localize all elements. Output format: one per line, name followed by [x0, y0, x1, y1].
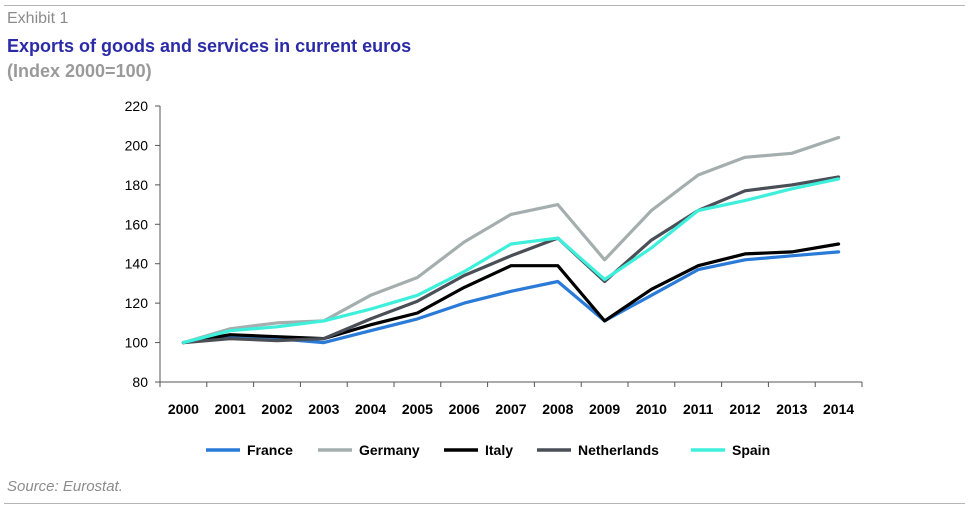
- x-tick-label: 2013: [776, 401, 807, 417]
- x-tick-label: 2004: [355, 401, 386, 417]
- x-tick-label: 2003: [308, 401, 339, 417]
- x-tick-label: 2006: [449, 401, 480, 417]
- y-tick-label: 100: [125, 335, 149, 351]
- x-tick-label: 2007: [495, 401, 526, 417]
- x-tick-label: 2009: [589, 401, 620, 417]
- series-line-netherlands: [181, 175, 841, 345]
- x-tick-label: 2011: [683, 401, 714, 417]
- legend-label-france: France: [247, 442, 293, 458]
- x-tick-label: 2008: [542, 401, 573, 417]
- x-tick-label: 2012: [729, 401, 760, 417]
- chart-legend: France Germany Italy Netherlands Spain: [206, 442, 770, 458]
- y-tick-label: 120: [125, 295, 149, 311]
- chart-series: [181, 135, 841, 345]
- series-line-italy: [181, 242, 841, 345]
- x-tick-label: 2010: [636, 401, 667, 417]
- y-tick-label: 180: [125, 177, 149, 193]
- legend-label-germany: Germany: [359, 442, 420, 458]
- chart-axes: 80 100 120 140 160 180 200 220 2000 2001 2002 2003 2…: [125, 98, 863, 417]
- legend-label-italy: Italy: [485, 442, 513, 458]
- x-tick-label: 2000: [168, 401, 199, 417]
- x-tick-label: 2005: [402, 401, 433, 417]
- y-tick-label: 160: [125, 216, 149, 232]
- legend-label-spain: Spain: [732, 442, 770, 458]
- series-line-spain: [181, 177, 841, 345]
- y-tick-label: 200: [125, 137, 149, 153]
- chart-subtitle: (Index 2000=100): [7, 61, 152, 81]
- y-tick-label: 220: [125, 98, 149, 114]
- top-rule: [4, 5, 965, 6]
- chart-title: Exports of goods and services in current…: [7, 36, 412, 56]
- x-tick-label: 2002: [261, 401, 292, 417]
- exhibit-label: Exhibit 1: [7, 10, 69, 27]
- legend-label-netherlands: Netherlands: [578, 442, 659, 458]
- source-note: Source: Eurostat.: [7, 478, 123, 495]
- y-tick-label: 80: [132, 374, 148, 390]
- series-line-germany: [181, 135, 841, 345]
- x-tick-label: 2001: [215, 401, 246, 417]
- x-tick-label: 2014: [823, 401, 854, 417]
- y-tick-label: 140: [125, 256, 149, 272]
- bottom-rule: [4, 503, 965, 504]
